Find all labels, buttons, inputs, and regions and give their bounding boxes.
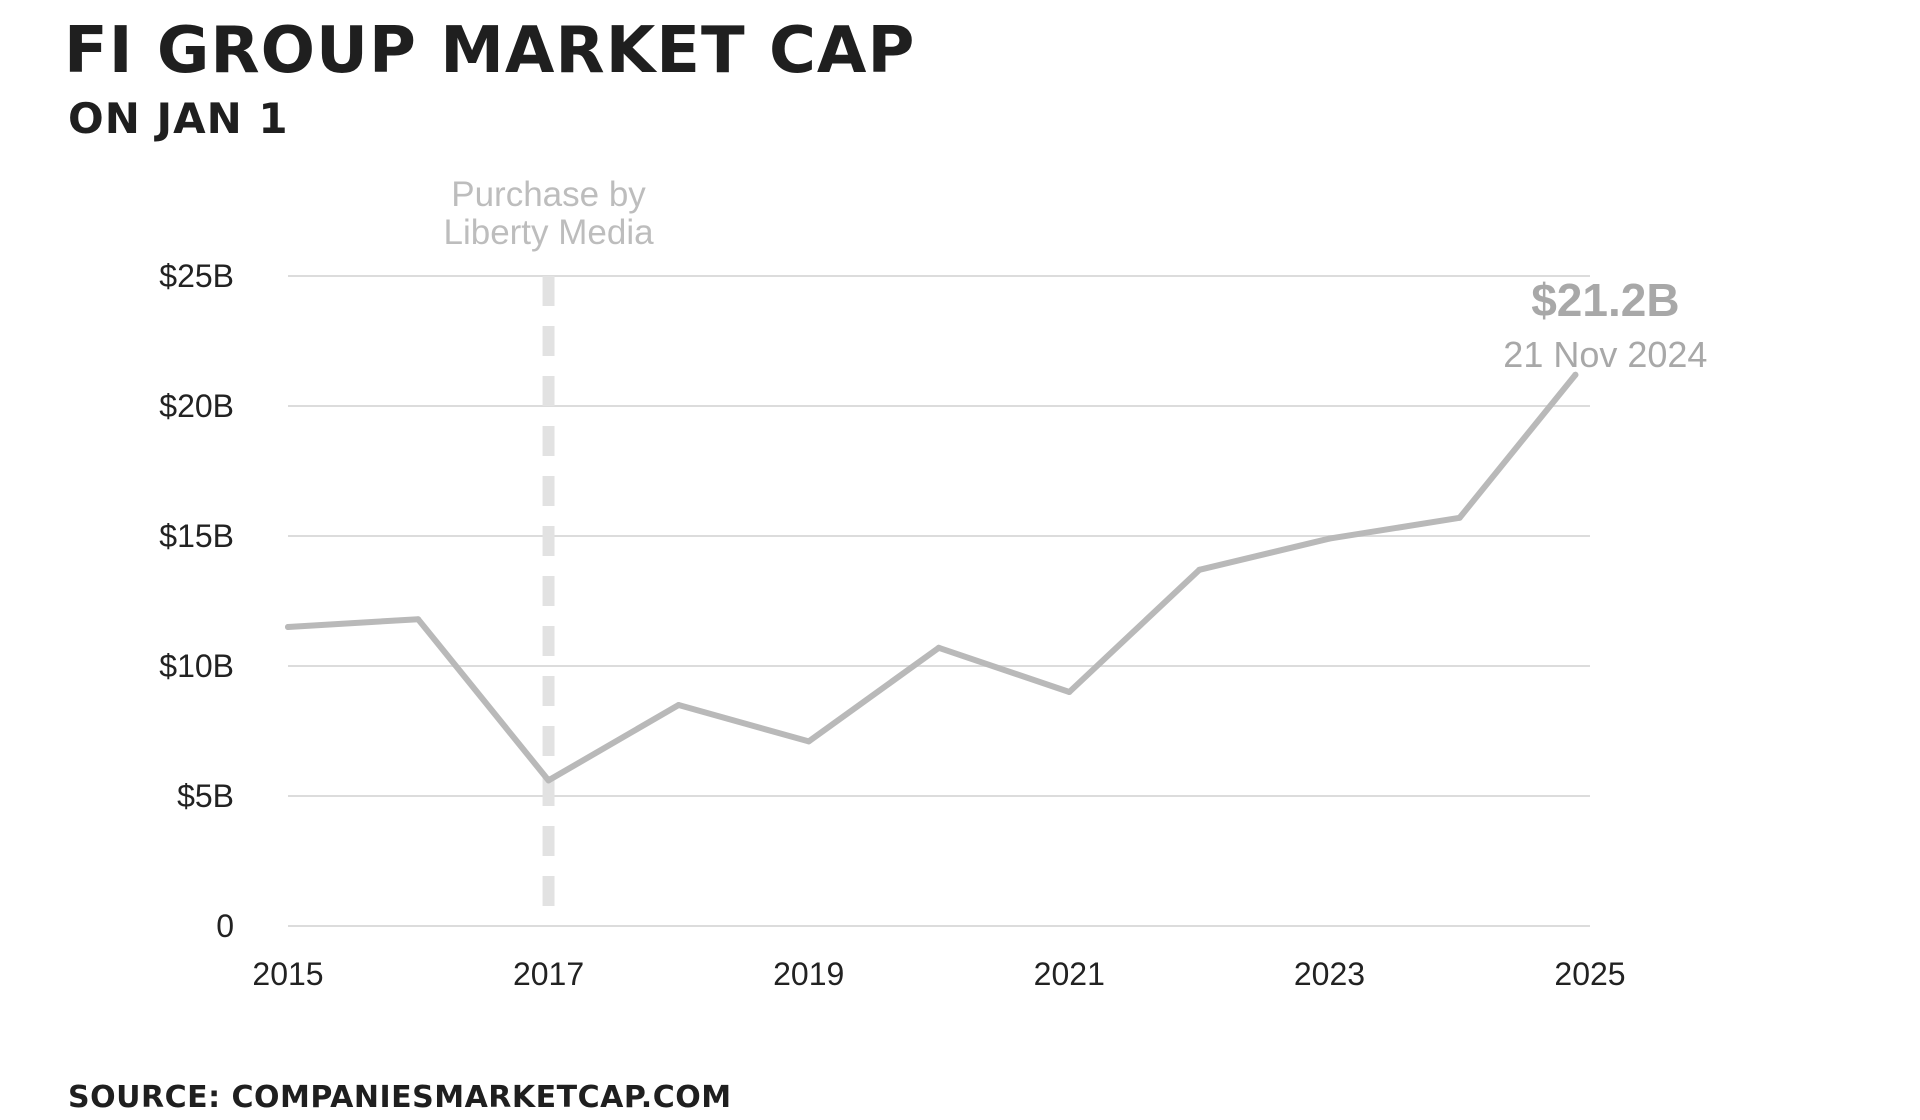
- y-tick-label: 0: [216, 908, 234, 944]
- x-axis: 2015 2017 2019 2021 2023 2025: [252, 956, 1625, 992]
- data-point: [935, 644, 942, 651]
- data-point: [1456, 514, 1463, 521]
- y-tick-label: $20B: [159, 388, 234, 424]
- data-point: [1196, 566, 1203, 573]
- data-point: [545, 777, 552, 784]
- data-point: [1572, 371, 1579, 378]
- data-point: [675, 702, 682, 708]
- x-tick-label: 2021: [1034, 956, 1105, 992]
- data-point: [285, 624, 291, 630]
- data-point: [1326, 535, 1333, 542]
- x-tick-label: 2019: [773, 956, 844, 992]
- chart-title: FI GROUP MARKET CAP: [64, 14, 916, 88]
- last-date: 21 Nov 2024: [1503, 334, 1707, 375]
- grid-lines: [288, 275, 1590, 927]
- last-value: $21.2B: [1531, 274, 1679, 326]
- last-value-label: $21.2B 21 Nov 2024: [1503, 274, 1707, 375]
- y-tick-label: $5B: [177, 778, 234, 814]
- x-tick-label: 2017: [513, 956, 584, 992]
- series: [285, 371, 1579, 784]
- y-axis: 0 $5B $10B $15B $20B $25B: [159, 258, 234, 944]
- x-tick-label: 2023: [1294, 956, 1365, 992]
- line-chart: 0 $5B $10B $15B $20B $25B 2015 2017 2019 2021 202…: [159, 175, 1707, 992]
- x-tick-label: 2025: [1554, 956, 1625, 992]
- source-note: SOURCE: COMPANIESMARKETCAP.COM: [68, 1080, 732, 1115]
- annotation-text: Liberty Media: [443, 213, 654, 252]
- market-cap-line: [285, 371, 1579, 784]
- y-tick-label: $10B: [159, 648, 234, 684]
- data-point: [1066, 689, 1073, 695]
- data-point: [805, 738, 812, 745]
- x-tick-label: 2015: [252, 956, 323, 992]
- chart-subtitle: ON JAN 1: [68, 94, 289, 143]
- data-point: [415, 616, 422, 623]
- y-tick-label: $25B: [159, 258, 234, 294]
- y-tick-label: $15B: [159, 518, 234, 554]
- annotation-text: Purchase by: [451, 175, 646, 214]
